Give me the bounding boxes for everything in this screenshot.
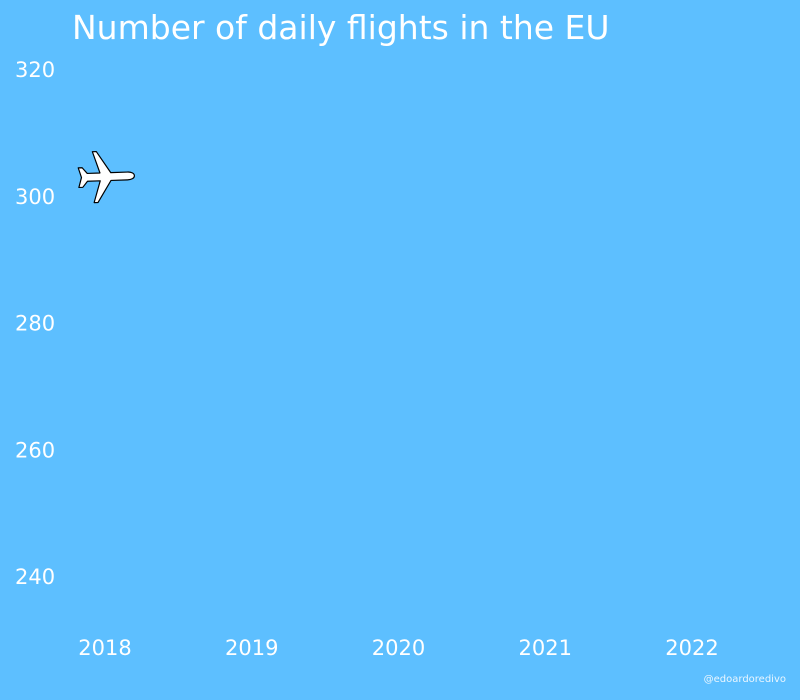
y-tick-label: 320: [15, 58, 55, 82]
x-tick-label: 2021: [519, 636, 572, 660]
y-tick-label: 280: [15, 312, 55, 336]
y-tick-label: 260: [15, 438, 55, 462]
series-point: [77, 150, 135, 204]
airplane-icon: [77, 150, 135, 204]
x-tick-label: 2022: [665, 636, 718, 660]
x-tick-label: 2019: [225, 636, 278, 660]
x-axis-ticks: 2018 2019 2020 2021 2022: [78, 636, 718, 660]
chart-title: Number of daily flights in the EU: [72, 8, 610, 47]
y-tick-label: 300: [15, 185, 55, 209]
y-axis-ticks: 240 260 280 300 320: [15, 58, 55, 589]
x-tick-label: 2018: [78, 636, 131, 660]
series-layer: [77, 150, 135, 204]
y-tick-label: 240: [15, 565, 55, 589]
credit-text: @edoardoredivo: [703, 674, 786, 685]
x-tick-label: 2020: [372, 636, 425, 660]
